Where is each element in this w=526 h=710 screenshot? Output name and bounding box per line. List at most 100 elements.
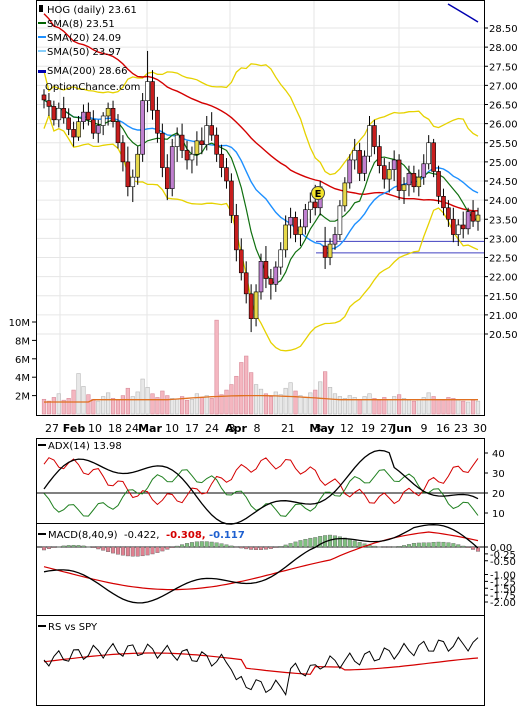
sma50-line: [43, 13, 478, 212]
date-tick-label: 19: [361, 422, 375, 435]
macd-histogram-bar: [86, 546, 91, 548]
price-tick-label: 22.00: [489, 273, 518, 284]
volume-bar: [145, 387, 150, 415]
volume-bar: [283, 387, 288, 415]
candle-body: [401, 184, 407, 191]
candle-body: [298, 226, 303, 235]
macd-histogram-bar: [318, 536, 323, 548]
macd-value-2: -0.308,: [166, 530, 206, 541]
date-tick-label: Mar: [138, 422, 162, 435]
macd-panel-frame: [36, 523, 485, 616]
volume-bar: [229, 384, 234, 415]
rs-legend: RS vs SPY: [38, 622, 98, 633]
macd-histogram-bar: [51, 546, 56, 548]
rs-lines: [43, 636, 479, 697]
volume-bar: [352, 397, 357, 415]
macd-histogram-bar: [259, 546, 264, 550]
candle-body: [224, 167, 229, 182]
volume-tick-label: 2M: [15, 392, 30, 403]
volume-bar: [56, 393, 61, 415]
price-tick-label: 26.00: [489, 120, 518, 131]
macd-histogram-bar: [96, 546, 101, 550]
volume-bar: [470, 399, 476, 415]
volume-bar: [342, 398, 347, 415]
macd-histogram-bar: [81, 545, 86, 548]
macd-histogram-bar: [426, 542, 431, 548]
volume-bar: [184, 399, 190, 415]
volume-bar: [372, 398, 377, 415]
candle-body: [248, 293, 254, 319]
candle-body: [115, 121, 121, 144]
macd-histogram-bar: [392, 546, 397, 548]
candle-body: [243, 272, 249, 295]
volume-bar: [357, 398, 362, 415]
candle-body: [174, 134, 180, 147]
candle-body: [95, 125, 101, 134]
volume-bar: [416, 398, 421, 415]
candle-body: [189, 153, 195, 161]
price-tick-label: 20.50: [489, 330, 518, 341]
candle-body: [426, 142, 431, 165]
candle-body: [332, 234, 338, 245]
volume-bar: [150, 393, 155, 415]
candle-body: [234, 215, 239, 251]
volume-bar: [466, 401, 471, 415]
volume-bar: [219, 394, 224, 415]
candle-body: [381, 165, 387, 180]
macd-histogram-bar: [288, 543, 293, 548]
date-tick-label: 10: [88, 422, 102, 435]
volume-bar: [120, 395, 126, 415]
macd-histogram-bar: [140, 546, 145, 557]
volume-bar: [303, 397, 308, 415]
candle-body: [278, 249, 284, 268]
volume-bar: [204, 395, 209, 415]
candle-body: [125, 161, 131, 188]
candle-body: [293, 217, 298, 235]
candle-body: [372, 125, 377, 147]
macd-axis: 0.00-0.25-0.50 -1.00-1.25-1.50-1.75-2.00: [484, 543, 516, 609]
volume-bar: [51, 397, 56, 415]
price-tick-label: 23.00: [489, 234, 518, 245]
macd-histogram-bar: [357, 542, 362, 548]
candle-body: [406, 173, 412, 186]
sma200-line: [447, 3, 479, 23]
macd-histogram-bar: [451, 543, 456, 548]
macd-histogram-bar: [313, 537, 318, 548]
candle-body: [56, 108, 62, 121]
macd-histogram-bar: [180, 544, 185, 548]
candle-body: [66, 117, 71, 130]
volume-bar: [456, 399, 461, 415]
macd-histogram-bar: [61, 545, 66, 548]
volume-bar: [244, 355, 249, 415]
candle-body: [436, 171, 441, 197]
candle-body: [179, 134, 185, 151]
candle-body: [347, 159, 353, 184]
macd-tick-label: -0.25: [490, 550, 516, 561]
price-tick-label: 28.00: [489, 43, 518, 54]
candle-body: [308, 201, 313, 210]
volume-bar: [401, 398, 407, 415]
rs-swatch-icon: [38, 625, 46, 627]
macd-histogram-bar: [209, 541, 214, 548]
rs-panel-frame: [36, 615, 485, 706]
candle-body: [135, 153, 141, 178]
candle-body: [303, 209, 308, 228]
date-tick-label: 24: [205, 422, 219, 435]
candle-body: [169, 146, 175, 189]
candle-body: [367, 125, 372, 157]
date-tick-label: 3: [315, 422, 322, 435]
volume-bar: [421, 397, 426, 415]
volume-bar: [165, 395, 170, 415]
candle-body: [76, 121, 81, 138]
volume-axis: 10M 8M 6M 4M 2M: [9, 318, 37, 403]
adx-axis: 40 30 20 10: [484, 449, 505, 520]
date-tick-label: Apr: [225, 422, 247, 435]
volume-bar: [308, 392, 313, 415]
candle-body: [164, 167, 170, 189]
volume-tick-label: 10M: [9, 318, 30, 329]
volume-bar: [175, 398, 180, 415]
candlesticks: [41, 50, 481, 333]
watermark-label: OptionChance.com: [45, 82, 140, 93]
